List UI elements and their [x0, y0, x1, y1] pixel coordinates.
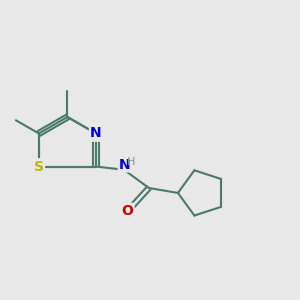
Text: H: H: [127, 157, 136, 166]
Text: S: S: [34, 160, 44, 173]
Text: O: O: [122, 204, 133, 218]
Text: N: N: [90, 127, 102, 140]
Text: N: N: [118, 158, 130, 172]
